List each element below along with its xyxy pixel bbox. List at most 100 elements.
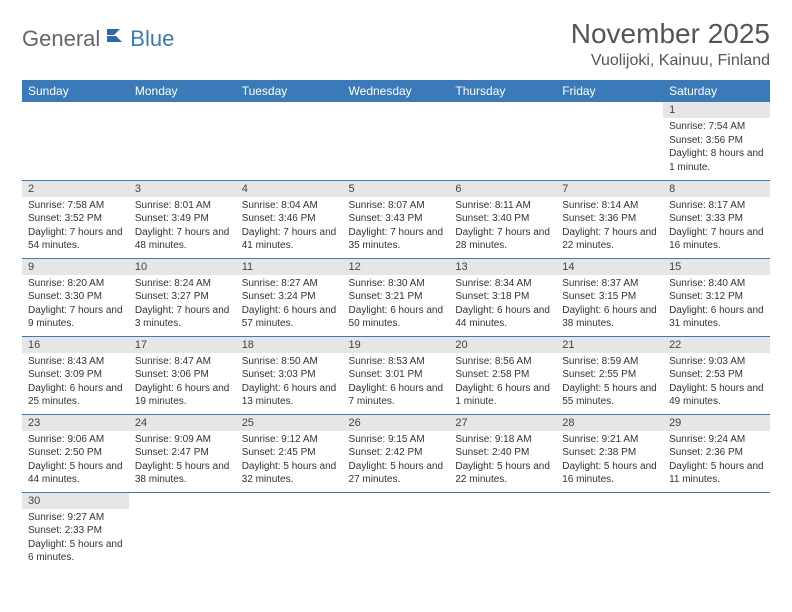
calendar-cell: 27Sunrise: 9:18 AMSunset: 2:40 PMDayligh… (449, 414, 556, 492)
day-number: 7 (556, 181, 663, 197)
sunrise-text: Sunrise: 9:15 AM (349, 433, 444, 447)
daylight-text: Daylight: 7 hours and 3 minutes. (135, 304, 230, 331)
calendar-cell: 5Sunrise: 8:07 AMSunset: 3:43 PMDaylight… (343, 180, 450, 258)
calendar-cell: 3Sunrise: 8:01 AMSunset: 3:49 PMDaylight… (129, 180, 236, 258)
sunset-text: Sunset: 3:12 PM (669, 290, 764, 304)
calendar-cell: 30Sunrise: 9:27 AMSunset: 2:33 PMDayligh… (22, 492, 129, 570)
sunset-text: Sunset: 3:52 PM (28, 212, 123, 226)
title-block: November 2025 Vuolijoki, Kainuu, Finland (571, 18, 770, 70)
sunrise-text: Sunrise: 8:59 AM (562, 355, 657, 369)
day-body: Sunrise: 9:09 AMSunset: 2:47 PMDaylight:… (129, 431, 236, 491)
sunset-text: Sunset: 2:40 PM (455, 446, 550, 460)
daylight-text: Daylight: 6 hours and 31 minutes. (669, 304, 764, 331)
day-number: 13 (449, 259, 556, 275)
calendar-cell: 1Sunrise: 7:54 AMSunset: 3:56 PMDaylight… (663, 102, 770, 180)
day-body: Sunrise: 8:43 AMSunset: 3:09 PMDaylight:… (22, 353, 129, 413)
weekday-header: Friday (556, 80, 663, 102)
sunrise-text: Sunrise: 8:17 AM (669, 199, 764, 213)
sunrise-text: Sunrise: 9:27 AM (28, 511, 123, 525)
day-number: 22 (663, 337, 770, 353)
calendar-cell: 10Sunrise: 8:24 AMSunset: 3:27 PMDayligh… (129, 258, 236, 336)
daylight-text: Daylight: 6 hours and 44 minutes. (455, 304, 550, 331)
daylight-text: Daylight: 6 hours and 13 minutes. (242, 382, 337, 409)
day-body: Sunrise: 9:15 AMSunset: 2:42 PMDaylight:… (343, 431, 450, 491)
daylight-text: Daylight: 6 hours and 19 minutes. (135, 382, 230, 409)
daylight-text: Daylight: 6 hours and 57 minutes. (242, 304, 337, 331)
day-body: Sunrise: 8:11 AMSunset: 3:40 PMDaylight:… (449, 197, 556, 257)
calendar-row: 30Sunrise: 9:27 AMSunset: 2:33 PMDayligh… (22, 492, 770, 570)
sunset-text: Sunset: 3:36 PM (562, 212, 657, 226)
daylight-text: Daylight: 5 hours and 32 minutes. (242, 460, 337, 487)
daylight-text: Daylight: 5 hours and 55 minutes. (562, 382, 657, 409)
calendar-cell: 9Sunrise: 8:20 AMSunset: 3:30 PMDaylight… (22, 258, 129, 336)
daylight-text: Daylight: 6 hours and 50 minutes. (349, 304, 444, 331)
calendar-cell-empty (449, 102, 556, 180)
daylight-text: Daylight: 8 hours and 1 minute. (669, 147, 764, 174)
daylight-text: Daylight: 7 hours and 48 minutes. (135, 226, 230, 253)
calendar-cell: 15Sunrise: 8:40 AMSunset: 3:12 PMDayligh… (663, 258, 770, 336)
calendar-row: 16Sunrise: 8:43 AMSunset: 3:09 PMDayligh… (22, 336, 770, 414)
sunrise-text: Sunrise: 8:40 AM (669, 277, 764, 291)
sunrise-text: Sunrise: 8:07 AM (349, 199, 444, 213)
day-body: Sunrise: 8:59 AMSunset: 2:55 PMDaylight:… (556, 353, 663, 413)
calendar-cell: 16Sunrise: 8:43 AMSunset: 3:09 PMDayligh… (22, 336, 129, 414)
sunrise-text: Sunrise: 8:27 AM (242, 277, 337, 291)
sunset-text: Sunset: 3:56 PM (669, 134, 764, 148)
sunrise-text: Sunrise: 9:24 AM (669, 433, 764, 447)
location-label: Vuolijoki, Kainuu, Finland (571, 52, 770, 70)
calendar-cell: 22Sunrise: 9:03 AMSunset: 2:53 PMDayligh… (663, 336, 770, 414)
sunset-text: Sunset: 3:03 PM (242, 368, 337, 382)
day-number: 18 (236, 337, 343, 353)
day-body: Sunrise: 8:27 AMSunset: 3:24 PMDaylight:… (236, 275, 343, 335)
sunrise-text: Sunrise: 8:43 AM (28, 355, 123, 369)
daylight-text: Daylight: 7 hours and 35 minutes. (349, 226, 444, 253)
day-number: 10 (129, 259, 236, 275)
sunset-text: Sunset: 2:50 PM (28, 446, 123, 460)
calendar-cell: 20Sunrise: 8:56 AMSunset: 2:58 PMDayligh… (449, 336, 556, 414)
day-number: 20 (449, 337, 556, 353)
sunset-text: Sunset: 2:58 PM (455, 368, 550, 382)
day-number: 4 (236, 181, 343, 197)
day-body: Sunrise: 8:34 AMSunset: 3:18 PMDaylight:… (449, 275, 556, 335)
weekday-header: Sunday (22, 80, 129, 102)
sunset-text: Sunset: 3:06 PM (135, 368, 230, 382)
calendar-row: 9Sunrise: 8:20 AMSunset: 3:30 PMDaylight… (22, 258, 770, 336)
logo: General Blue (22, 18, 174, 52)
daylight-text: Daylight: 5 hours and 16 minutes. (562, 460, 657, 487)
sunset-text: Sunset: 2:42 PM (349, 446, 444, 460)
daylight-text: Daylight: 5 hours and 27 minutes. (349, 460, 444, 487)
calendar-cell: 18 Sunrise: 8:50 AMSunset: 3:03 PMDayligh… (236, 336, 343, 414)
day-body: Sunrise: 8:53 AMSunset: 3:01 PMDaylight:… (343, 353, 450, 413)
sunset-text: Sunset: 2:47 PM (135, 446, 230, 460)
calendar-cell-empty (236, 102, 343, 180)
day-body: Sunrise: 8:14 AMSunset: 3:36 PMDaylight:… (556, 197, 663, 257)
day-body: Sunrise: 9:06 AMSunset: 2:50 PMDaylight:… (22, 431, 129, 491)
daylight-text: Daylight: 5 hours and 38 minutes. (135, 460, 230, 487)
calendar-body: 1Sunrise: 7:54 AMSunset: 3:56 PMDaylight… (22, 102, 770, 570)
sunset-text: Sunset: 2:53 PM (669, 368, 764, 382)
sunset-text: Sunset: 3:30 PM (28, 290, 123, 304)
sunrise-text: Sunrise: 8:37 AM (562, 277, 657, 291)
day-body: Sunrise: 8:24 AMSunset: 3:27 PMDaylight:… (129, 275, 236, 335)
day-body: Sunrise: 8:04 AMSunset: 3:46 PMDaylight:… (236, 197, 343, 257)
calendar-table: SundayMondayTuesdayWednesdayThursdayFrid… (22, 80, 770, 570)
calendar-cell: 17Sunrise: 8:47 AMSunset: 3:06 PMDayligh… (129, 336, 236, 414)
day-number: 21 (556, 337, 663, 353)
calendar-cell-empty (343, 492, 450, 570)
day-number: 5 (343, 181, 450, 197)
calendar-cell-empty (129, 102, 236, 180)
calendar-cell-empty (22, 102, 129, 180)
sunrise-text: Sunrise: 8:20 AM (28, 277, 123, 291)
day-number: 16 (22, 337, 129, 353)
daylight-text: Daylight: 7 hours and 22 minutes. (562, 226, 657, 253)
day-number: 2 (22, 181, 129, 197)
sunset-text: Sunset: 3:27 PM (135, 290, 230, 304)
daylight-text: Daylight: 6 hours and 38 minutes. (562, 304, 657, 331)
sunrise-text: Sunrise: 8:50 AM (242, 355, 337, 369)
weekday-row: SundayMondayTuesdayWednesdayThursdayFrid… (22, 80, 770, 102)
calendar-row: 2Sunrise: 7:58 AMSunset: 3:52 PMDaylight… (22, 180, 770, 258)
daylight-text: Daylight: 7 hours and 9 minutes. (28, 304, 123, 331)
sunrise-text: Sunrise: 8:04 AM (242, 199, 337, 213)
weekday-header: Thursday (449, 80, 556, 102)
day-number: 14 (556, 259, 663, 275)
